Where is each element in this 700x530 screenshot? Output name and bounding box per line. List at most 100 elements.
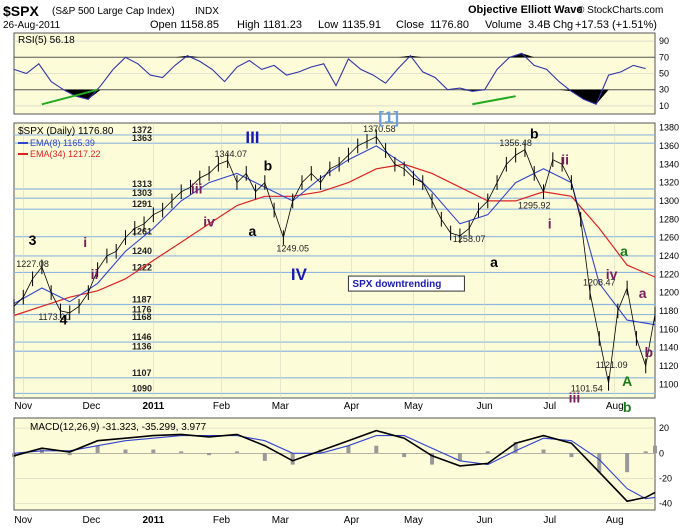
price-tick-label: 1380	[659, 123, 679, 133]
x-tick-label: 2011	[142, 401, 164, 412]
price-tick-label: 1120	[659, 361, 678, 371]
macd-hist-bar	[346, 445, 351, 454]
macd-layer: -40 -20 0 20 MACD(12,26,9) -31.323, -35.299,…	[12, 422, 672, 509]
x-tick-label-bottom: Nov	[14, 515, 32, 526]
wave-label: A	[622, 373, 632, 389]
price-tick-label: 1300	[659, 196, 679, 206]
wave-label: a	[639, 285, 647, 301]
level-label-1313: 1313	[132, 179, 152, 189]
price-value-label: 1101.54	[571, 384, 603, 394]
price-tick-label: 1260	[659, 233, 679, 243]
ema8-line	[13, 145, 656, 326]
price-panel	[13, 122, 656, 399]
wave-label: b	[645, 344, 654, 360]
macd-hist-bar	[39, 449, 44, 454]
price-tick-label: 1320	[659, 178, 679, 188]
price-legend-ema34: EMA(34) 1217.22	[30, 149, 101, 159]
provider: Objective Elliott Wave	[468, 4, 583, 16]
macd-panel	[13, 417, 656, 511]
wave-label: 3	[29, 232, 37, 248]
ema34-line	[13, 163, 656, 317]
macd-signal-line	[13, 435, 656, 500]
macd-hist-bar	[643, 451, 648, 454]
rsi-oversold-fill	[14, 89, 646, 105]
price-tick-label: 1200	[659, 288, 679, 298]
price-tick-label: 1340	[659, 159, 679, 169]
wave-label: a	[249, 223, 257, 239]
macd-hist-bar	[625, 453, 630, 473]
price-tick-label: 1160	[659, 324, 678, 334]
wave-label: IV	[291, 265, 308, 284]
price-value-label: 1227.08	[16, 259, 49, 269]
price-tick-label: 1360	[659, 141, 679, 151]
rsi-layer: 10 30 50 70 90 RSI(5) 56.18	[13, 35, 669, 111]
rsi-overbought-fill	[14, 53, 646, 58]
close-label: Close	[396, 19, 424, 31]
macd-hist-bar	[374, 445, 379, 454]
low-value: 1135.91	[342, 19, 381, 31]
index-name: (S&P 500 Large Cap Index)	[52, 6, 175, 17]
wave-label: b	[623, 399, 632, 415]
level-label-1261: 1261	[132, 227, 152, 237]
level-label-1146: 1146	[132, 332, 152, 342]
copyright: © StockCharts.com	[577, 5, 663, 16]
x-tick-label: Apr	[344, 401, 360, 412]
wave-label: iv	[203, 214, 215, 230]
rsi-trendline-1	[41, 88, 98, 106]
macd-tick-label: 0	[659, 448, 664, 458]
wave-label: 4	[60, 312, 68, 328]
price-value-label: 1258.07	[453, 234, 486, 244]
rsi-line	[13, 52, 646, 106]
macd-hist-bar	[569, 453, 574, 458]
macd-hist-bar	[67, 453, 72, 456]
rsi-tick-label: 90	[659, 36, 669, 46]
date: 26-Aug-2011	[3, 20, 61, 31]
wave-label: a	[620, 243, 628, 259]
price-value-label: 1370.58	[363, 124, 396, 134]
x-tick-label: Jul	[543, 401, 556, 412]
macd-hist-bar	[123, 449, 128, 454]
macd-hist-bar	[485, 451, 490, 454]
x-axis-layer: Nov Nov Dec Dec 2011 2011 Feb Feb Mar Mar Apr Apr Ma…	[14, 401, 623, 526]
rsi-tick-label: 10	[659, 101, 669, 111]
wave-label: ii	[561, 151, 569, 167]
x-tick-label-bottom: Jul	[543, 515, 556, 526]
level-label-1372: 1372	[132, 125, 152, 135]
x-tick-label: May	[404, 401, 423, 412]
macd-hist-bar	[430, 453, 435, 465]
level-label-1136: 1136	[132, 341, 152, 351]
rsi-trendline-2	[472, 95, 516, 106]
x-tick-label: Aug	[606, 401, 624, 412]
macd-hist-bar	[95, 445, 100, 454]
chg-label: Chg	[553, 19, 573, 31]
x-tick-label: Dec	[83, 401, 101, 412]
macd-tick-label: 20	[659, 423, 669, 433]
macd-hist-bar	[541, 449, 546, 454]
level-label-1090: 1090	[132, 383, 152, 393]
symbol: $SPX	[3, 3, 39, 19]
wave-label: ii	[91, 266, 99, 282]
price-value-label: 1344.07	[214, 149, 247, 159]
macd-hist-bar	[290, 453, 295, 465]
level-label-1240: 1240	[132, 246, 152, 256]
x-tick-label-bottom: 2011	[142, 515, 164, 526]
macd-legend: MACD(12,26,9) -31.323, -35.299, 3.977	[30, 422, 207, 433]
chg-value: +17.53 (+1.51%)	[575, 19, 657, 31]
rsi-tick-label: 50	[659, 69, 669, 79]
level-label-1168: 1168	[132, 312, 152, 322]
macd-tick-label: -20	[659, 473, 672, 483]
price-tick-label: 1100	[659, 379, 678, 389]
wave-label: iv	[606, 266, 618, 282]
rsi-legend: RSI(5) 56.18	[18, 35, 75, 46]
rsi-tick-label: 30	[659, 85, 669, 95]
high-value: 1181.23	[263, 19, 302, 31]
macd-hist-bar	[513, 441, 518, 454]
price-tick-label: 1140	[659, 343, 678, 353]
price-tick-label: 1280	[659, 214, 679, 224]
price-legend-spx: $SPX (Daily) 1176.80	[18, 126, 114, 137]
wave-label: iii	[569, 390, 581, 406]
trend-box-label: SPX downtrending	[352, 279, 441, 290]
x-tick-label: Mar	[272, 401, 290, 412]
macd-hist-bar	[151, 449, 156, 454]
trend-box	[347, 275, 465, 292]
